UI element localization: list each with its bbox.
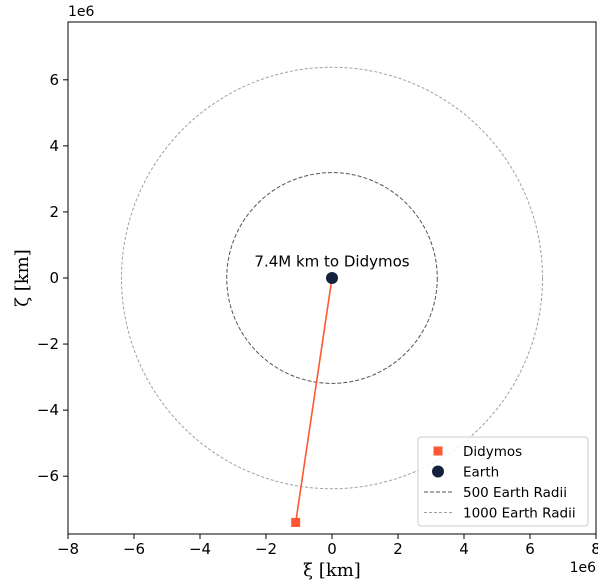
- plot-frame: [67, 21, 597, 535]
- x-tick-label: 6: [525, 540, 535, 558]
- x-tick-label: 4: [459, 540, 469, 558]
- x-tick-label: −4: [189, 540, 211, 558]
- legend-entry-label: 1000 Earth Radii: [463, 506, 576, 522]
- circle-1000-earth-radii: [120, 66, 544, 490]
- distance-annotation: 7.4M km to Didymos: [254, 252, 409, 270]
- legend-didymos-marker: [433, 446, 443, 456]
- y-tick-label: 4: [49, 137, 59, 155]
- y-tick-label: 6: [49, 71, 59, 89]
- x-tick-label: −6: [123, 540, 145, 558]
- x-tick-label: −2: [255, 540, 277, 558]
- earth-didymos-line: [294, 277, 333, 523]
- y-tick-label: −2: [37, 335, 59, 353]
- reference-circles: [120, 66, 544, 490]
- legend-entry-label: Didymos: [463, 444, 522, 460]
- x-tick-label: −8: [57, 540, 79, 558]
- y-tick-label: −4: [37, 401, 59, 419]
- legend: Didymos Earth 500 Earth Radii 1000 Earth Ra…: [417, 436, 589, 527]
- legend-earth-marker: [432, 465, 444, 478]
- y-axis-ticks: −6 −4 −2 0 2 4 6: [37, 71, 68, 485]
- x-axis-ticks: −8 −6 −4 −2 0 2 4 6 8: [57, 534, 598, 558]
- y-tick-label: 0: [49, 269, 59, 287]
- earth-marker: [326, 272, 338, 284]
- y-offset-label: 1e6: [68, 4, 95, 20]
- legend-box: [417, 436, 589, 527]
- x-tick-label: 8: [591, 540, 598, 558]
- legend-entry-label: 500 Earth Radii: [463, 485, 567, 501]
- x-axis-label: ξ [km]: [303, 560, 361, 581]
- y-axis-label: ζ [km]: [12, 249, 33, 307]
- distance-line-group: [294, 277, 333, 523]
- x-offset-label: 1e6: [570, 560, 597, 576]
- legend-entry-label: Earth: [463, 465, 499, 481]
- didymos-marker: [291, 517, 301, 527]
- y-tick-label: 2: [49, 203, 59, 221]
- x-tick-label: 0: [327, 540, 337, 558]
- circle-500-earth-radii: [226, 172, 438, 384]
- data-markers: [291, 272, 338, 527]
- legend-items: Didymos Earth 500 Earth Radii 1000 Earth Ra…: [424, 444, 576, 522]
- x-tick-label: 2: [393, 540, 403, 558]
- y-tick-label: −6: [37, 467, 59, 485]
